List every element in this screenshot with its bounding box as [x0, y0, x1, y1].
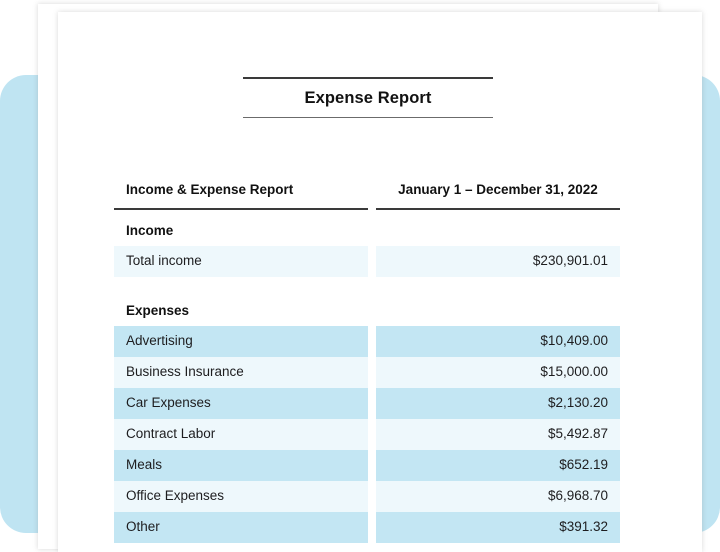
document-title-block: Expense Report: [243, 77, 493, 118]
table-row: Meals $652.19: [114, 449, 620, 481]
row-value: $230,901.01: [376, 246, 620, 278]
table-row: Office Expenses $6,968.70: [114, 480, 620, 512]
table-row: Business Insurance $15,000.00: [114, 357, 620, 389]
column-gap: [368, 481, 376, 512]
row-value: $6,968.70: [376, 480, 620, 512]
row-label: Meals: [114, 449, 368, 481]
column-gap: [368, 419, 376, 450]
row-value: $10,409.00: [376, 326, 620, 358]
section-spacer: [114, 277, 620, 290]
column-gap: [368, 450, 376, 481]
paper-sheet-front: Expense Report Income & Expense Report J…: [58, 12, 702, 552]
table-row: Car Expenses $2,130.20: [114, 388, 620, 420]
column-gap: [368, 512, 376, 543]
row-value: $391.32: [376, 511, 620, 543]
title-rule-bottom: [243, 116, 493, 118]
title-rule-top: [243, 77, 493, 79]
row-label: Total income: [114, 246, 368, 278]
table-row: Other $391.32: [114, 511, 620, 543]
column-gap: [368, 182, 376, 210]
column-gap: [368, 326, 376, 357]
column-gap: [368, 357, 376, 388]
row-value: $15,000.00: [376, 357, 620, 389]
table-sections: Income Total income $230,901.01 Expenses Adv…: [114, 210, 620, 543]
page-title: Expense Report: [304, 89, 432, 107]
table-header-row: Income & Expense Report January 1 – Dece…: [114, 182, 620, 211]
table-row: Total income $230,901.01: [114, 246, 620, 278]
table-row: Contract Labor $5,492.87: [114, 419, 620, 450]
column-gap: [368, 246, 376, 277]
table-header-period: January 1 – December 31, 2022: [376, 182, 620, 211]
expense-report-table: Income & Expense Report January 1 – Dece…: [114, 182, 620, 543]
row-label: Other: [114, 511, 368, 543]
row-value: $5,492.87: [376, 419, 620, 450]
section-heading: Expenses: [126, 303, 190, 319]
row-label: Contract Labor: [114, 419, 368, 450]
row-label: Office Expenses: [114, 480, 368, 512]
row-label: Business Insurance: [114, 357, 368, 389]
section-heading: Income: [126, 223, 174, 239]
row-value: $652.19: [376, 449, 620, 481]
table-row: Advertising $10,409.00: [114, 326, 620, 358]
table-header-label: Income & Expense Report: [114, 182, 368, 211]
row-label: Car Expenses: [114, 388, 368, 420]
row-value: $2,130.20: [376, 388, 620, 420]
column-gap: [368, 388, 376, 419]
row-label: Advertising: [114, 326, 368, 358]
